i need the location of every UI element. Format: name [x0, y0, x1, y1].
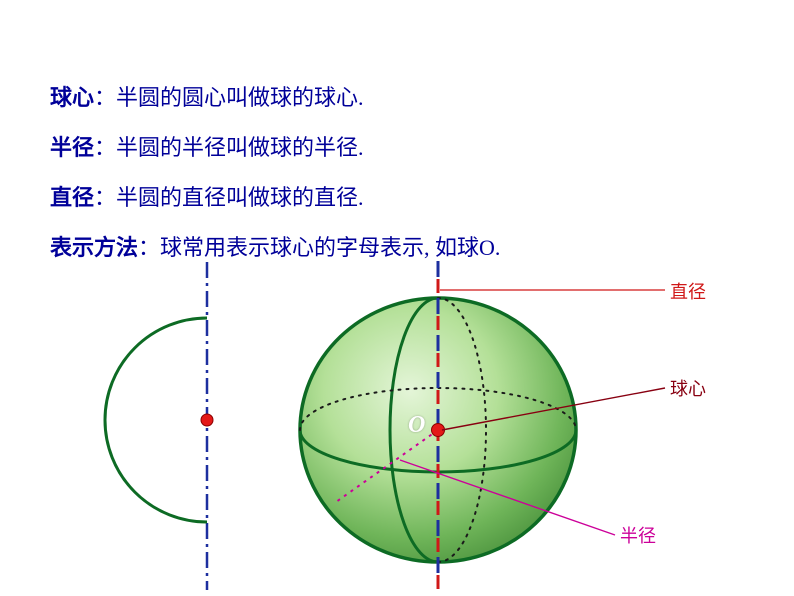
label-diameter: 直径	[670, 278, 706, 304]
semicircle-center-dot	[201, 414, 213, 426]
label-radius: 半径	[620, 522, 656, 548]
label-o: O	[408, 412, 425, 439]
semicircle-arc	[105, 318, 207, 522]
label-center: 球心	[670, 375, 706, 401]
